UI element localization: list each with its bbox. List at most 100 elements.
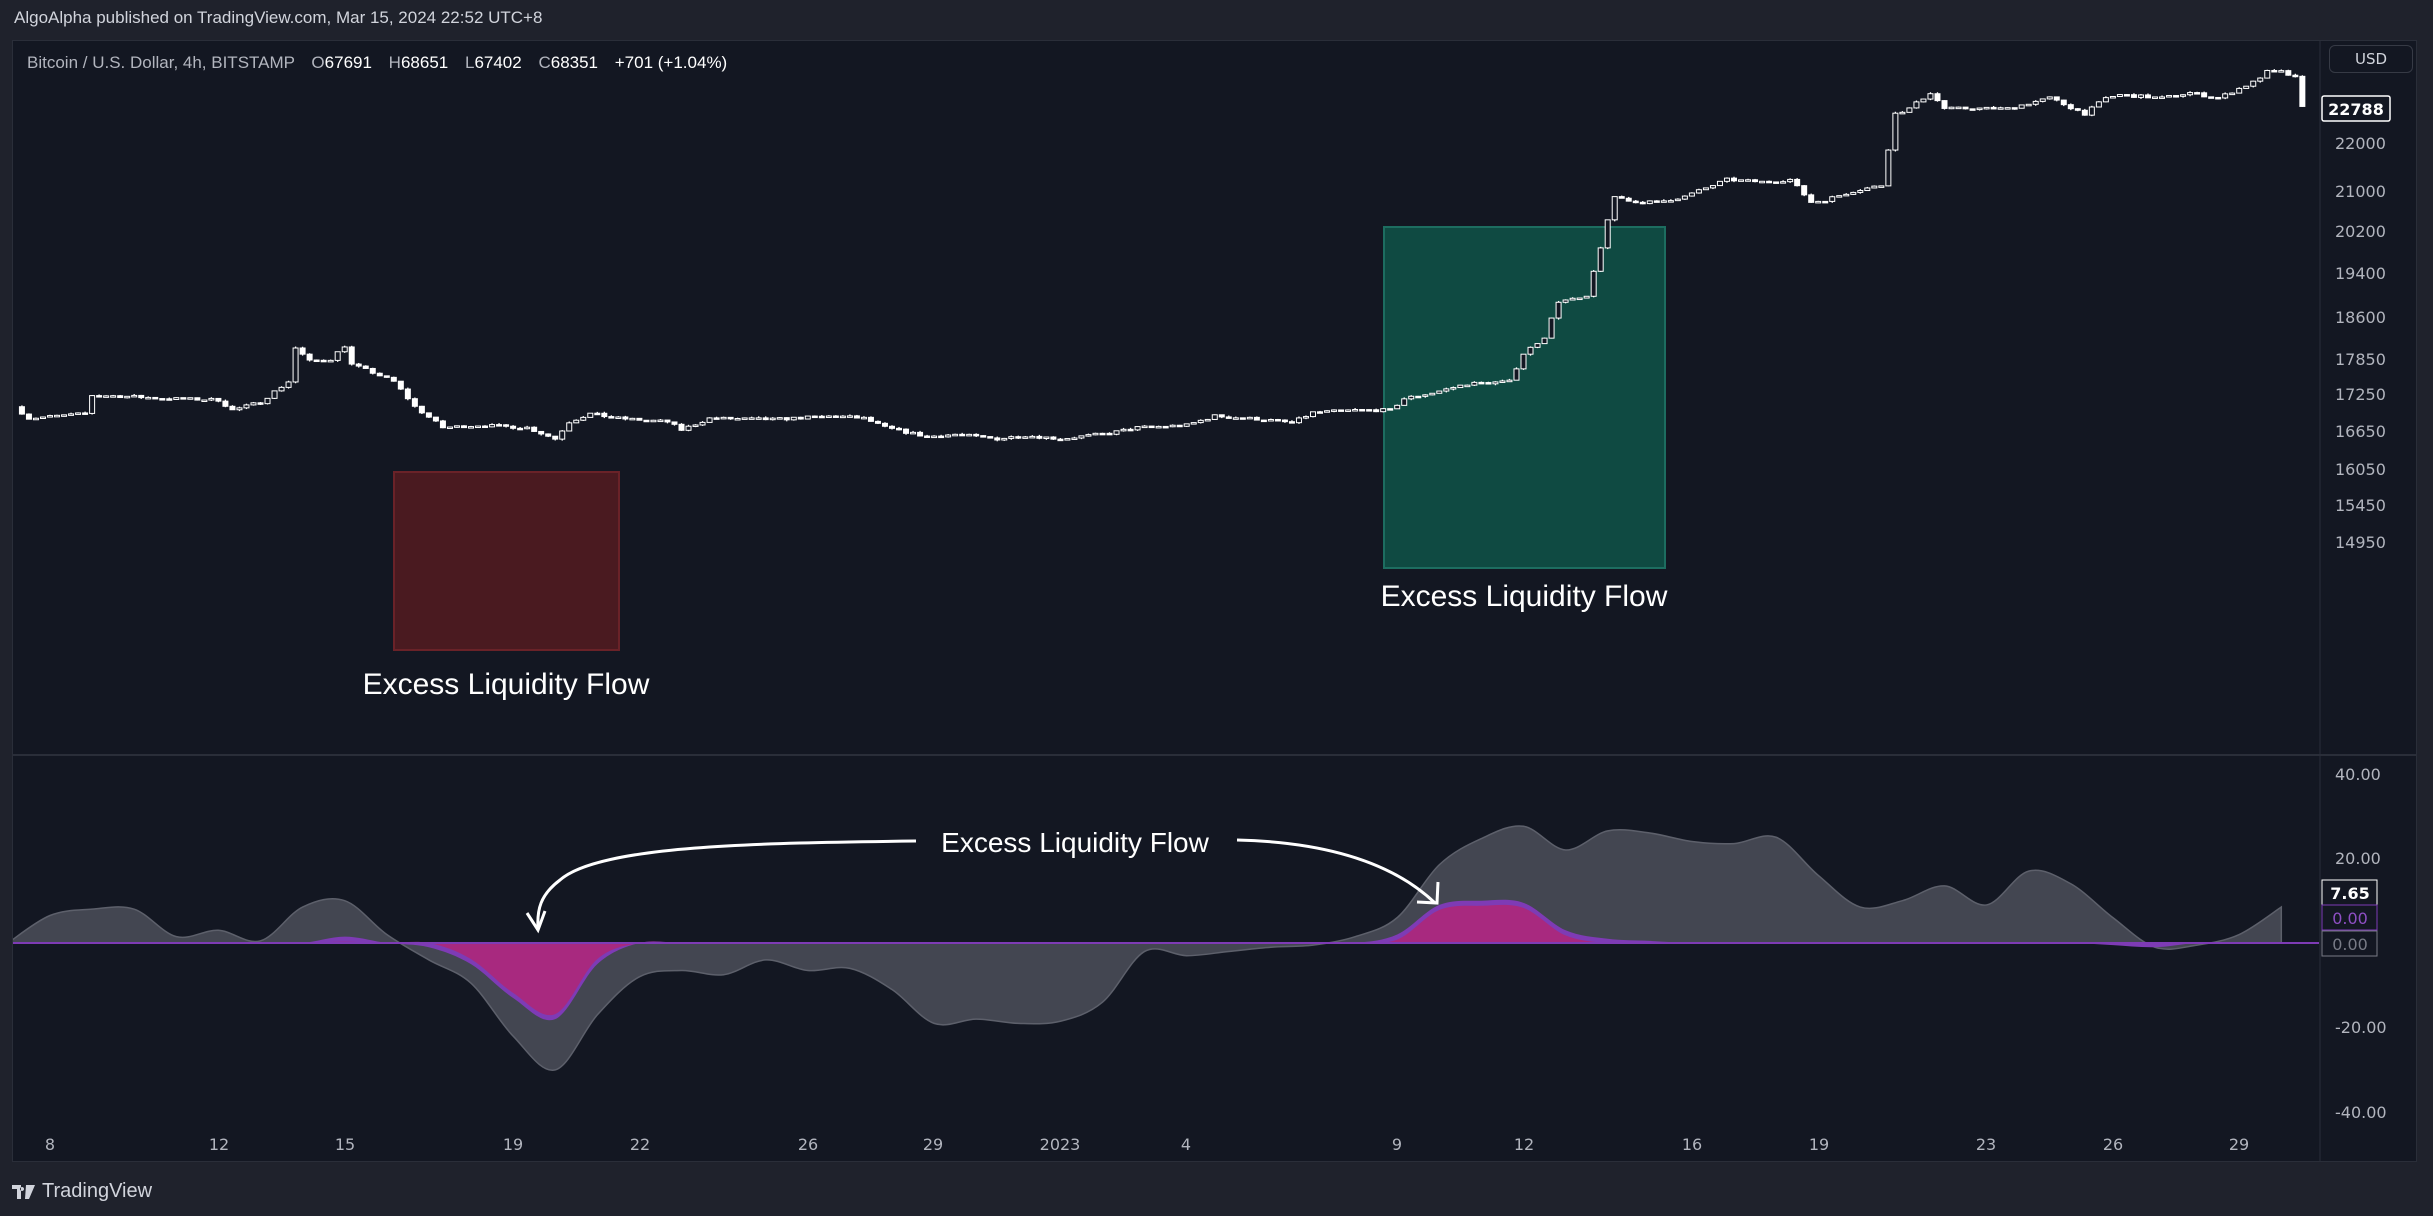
- candle: [271, 390, 278, 399]
- candle: [1260, 419, 1267, 423]
- open-value: 67691: [324, 53, 372, 72]
- candle: [264, 397, 271, 405]
- published-note: AlgoAlpha published on TradingView.com, …: [14, 8, 543, 27]
- candle: [446, 426, 453, 430]
- candle: [903, 428, 910, 435]
- indicator-tick: 40.00: [2335, 765, 2381, 784]
- value-box-flow: [2321, 904, 2378, 931]
- price-tick: 18600: [2335, 308, 2386, 327]
- value-label-flow: 0.00: [2332, 909, 2368, 928]
- candle: [846, 414, 853, 418]
- candle: [1071, 436, 1078, 440]
- currency-button[interactable]: USD: [2329, 45, 2413, 73]
- candle: [1436, 390, 1443, 394]
- candle: [1990, 105, 1997, 110]
- high-label: H: [388, 53, 401, 72]
- candle: [173, 397, 180, 400]
- candle: [2201, 91, 2208, 98]
- candle: [966, 433, 973, 437]
- candle: [2046, 96, 2053, 100]
- candle: [1499, 379, 1506, 383]
- candle: [2271, 69, 2278, 73]
- candle: [250, 401, 257, 406]
- symbol-name[interactable]: Bitcoin / U.S. Dollar, 4h, BITSTAMP: [27, 53, 295, 72]
- candle: [1569, 297, 1576, 301]
- candle: [664, 419, 671, 424]
- candle: [1913, 100, 1920, 109]
- candle: [1695, 188, 1702, 194]
- candle: [1611, 196, 1618, 222]
- candle: [1681, 195, 1688, 200]
- candle: [1043, 436, 1050, 440]
- candle: [1099, 432, 1106, 436]
- candle: [1773, 181, 1780, 184]
- candle: [1345, 409, 1352, 412]
- candle: [1422, 394, 1429, 398]
- candle: [1632, 199, 1639, 204]
- candle: [292, 346, 299, 384]
- time-tick: 15: [335, 1135, 355, 1154]
- candle: [945, 434, 952, 438]
- candle: [468, 425, 474, 429]
- candle: [1029, 435, 1036, 439]
- candle: [769, 417, 776, 421]
- candle: [320, 359, 327, 363]
- indicator-annotation: Excess Liquidity Flow: [941, 827, 1209, 858]
- candle: [804, 415, 811, 420]
- candle: [496, 423, 503, 427]
- candle: [453, 425, 460, 428]
- time-axis[interactable]: 8 12 15 19 22 26 29 2023 4 9 12 16 19 23 26 29: [45, 1135, 2249, 1154]
- candle: [1541, 337, 1548, 345]
- candle: [615, 416, 622, 419]
- candle: [1085, 433, 1092, 437]
- candle: [678, 423, 685, 431]
- candle: [1450, 386, 1457, 391]
- candle: [2053, 96, 2060, 102]
- time-tick: 2023: [1040, 1135, 1081, 1154]
- candle: [390, 376, 397, 382]
- candle: [2243, 85, 2250, 89]
- candle: [285, 380, 292, 389]
- candle: [1864, 186, 1871, 192]
- candle: [1723, 177, 1730, 183]
- price-tick: 15450: [2335, 496, 2386, 515]
- candle: [1380, 408, 1387, 413]
- candle: [18, 405, 25, 415]
- candle: [1850, 191, 1857, 195]
- candle: [1331, 409, 1338, 413]
- candle: [110, 394, 117, 398]
- candle: [566, 421, 573, 432]
- candle: [1176, 424, 1183, 428]
- candle: [1836, 195, 1843, 198]
- candle: [1204, 418, 1211, 422]
- candle: [1716, 180, 1723, 187]
- candle: [1317, 410, 1324, 414]
- candle: [685, 424, 692, 432]
- candle: [1653, 200, 1660, 203]
- candle: [145, 396, 152, 400]
- candle: [797, 416, 804, 420]
- candle: [1415, 395, 1422, 399]
- candle: [1583, 295, 1590, 299]
- candle: [1731, 176, 1737, 183]
- candle: [278, 386, 285, 392]
- candle: [1366, 409, 1373, 412]
- value-label-zero: 0.00: [2332, 935, 2368, 954]
- candle: [531, 426, 538, 433]
- price-axis[interactable]: 22000 21000 20200 19400 18600 17850 17250 16650…: [2335, 134, 2386, 552]
- tradingview-brand[interactable]: TradingView: [12, 1180, 152, 1203]
- candle: [1197, 419, 1204, 424]
- candle: [1120, 427, 1127, 432]
- candle: [418, 405, 425, 414]
- candle: [1962, 106, 1969, 110]
- indicator-axis[interactable]: 40.00 20.00 -20.00 -40.00: [2335, 765, 2387, 1122]
- candle: [1295, 416, 1302, 424]
- candle: [257, 402, 264, 405]
- candle: [1920, 98, 1927, 103]
- candle: [1401, 397, 1408, 406]
- time-tick: 4: [1181, 1135, 1191, 1154]
- candle: [397, 380, 404, 390]
- candle: [1590, 270, 1597, 298]
- indicator-tick: -40.00: [2335, 1103, 2387, 1122]
